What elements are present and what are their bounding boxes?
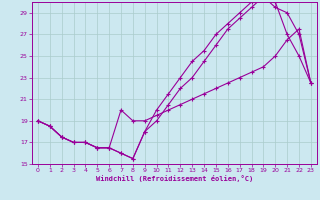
X-axis label: Windchill (Refroidissement éolien,°C): Windchill (Refroidissement éolien,°C) — [96, 175, 253, 182]
